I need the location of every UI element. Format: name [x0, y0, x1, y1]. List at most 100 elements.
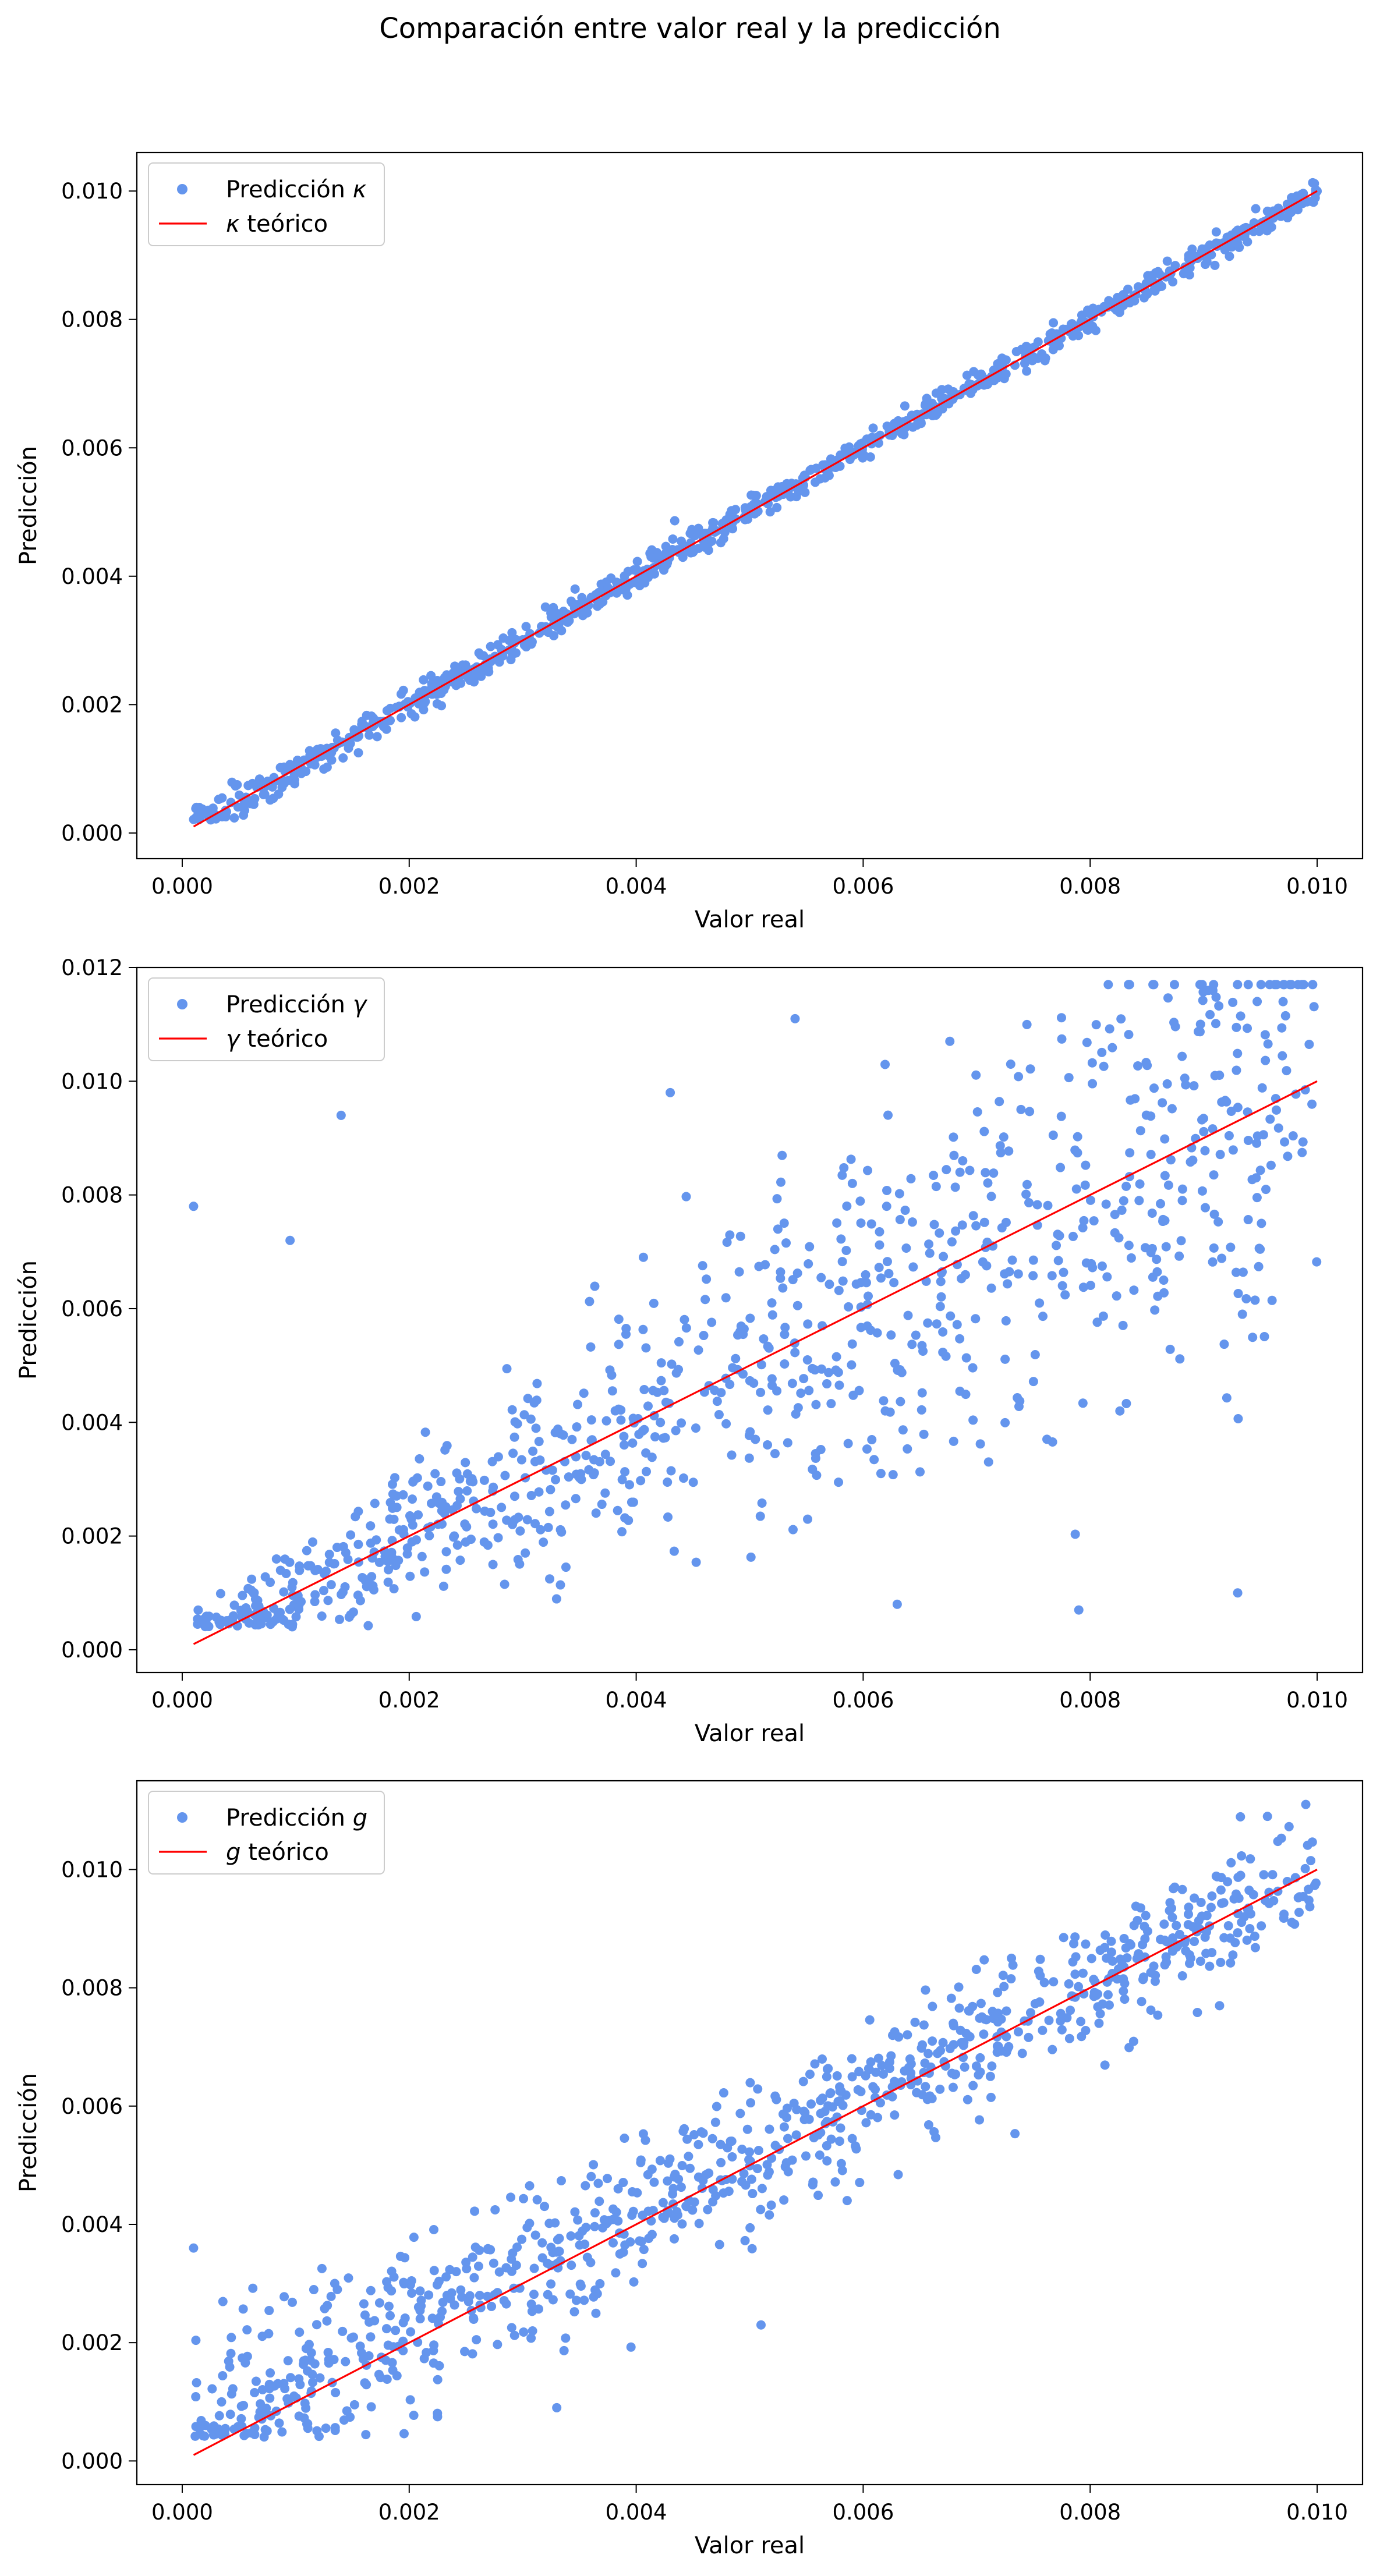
scatter-point: [455, 1555, 465, 1565]
scatter-point: [1028, 1377, 1038, 1387]
scatter-point: [389, 1514, 399, 1524]
scatter-point: [678, 1473, 688, 1483]
scatter-point: [837, 1170, 847, 1180]
scatter-point: [900, 401, 910, 411]
scatter-point: [791, 2130, 801, 2140]
scatter-point: [321, 1566, 331, 1576]
scatter-point: [1280, 1137, 1290, 1147]
scatter-point: [1162, 1079, 1172, 1089]
scatter-point: [649, 1411, 659, 1420]
scatter-point: [324, 1550, 334, 1560]
scatter-point: [233, 2422, 243, 2432]
scatter-point: [1076, 2017, 1086, 2026]
scatter-point: [1025, 1064, 1035, 1074]
scatter-point: [1068, 1957, 1078, 1967]
scatter-point: [948, 2082, 958, 2092]
scatter-point: [1211, 1019, 1220, 1029]
scatter-point: [321, 2423, 331, 2433]
scatter-point: [1233, 1872, 1243, 1882]
scatter-point: [844, 446, 854, 456]
scatter-point: [1146, 2005, 1156, 2015]
scatter-point: [1201, 1948, 1211, 1958]
scatter-point: [756, 1360, 766, 1370]
scatter-point: [250, 2429, 260, 2439]
scatter-point: [392, 1491, 402, 1501]
scatter-point: [755, 1511, 765, 1521]
scatter-point: [423, 1481, 433, 1491]
scatter-point: [445, 2294, 455, 2304]
scatter-point: [975, 2053, 985, 2063]
scatter-point: [677, 2160, 687, 2170]
scatter-point: [1131, 1901, 1141, 1911]
scatter-point: [565, 2289, 575, 2299]
scatter-point: [550, 2218, 560, 2228]
scatter-point: [1121, 1398, 1131, 1408]
legend-label-theoretical-symbol: κ: [226, 211, 240, 238]
scatter-point: [1015, 1396, 1025, 1406]
scatter-point: [923, 2049, 933, 2058]
scatter-point: [472, 1504, 482, 1514]
scatter-point: [483, 2291, 493, 2301]
scatter-point: [663, 2176, 673, 2186]
scatter-point: [510, 1417, 520, 1427]
scatter-point: [935, 2084, 945, 2094]
scatter-point: [822, 2156, 832, 2166]
scatter-point: [1141, 1058, 1151, 1068]
scatter-point: [992, 2041, 1002, 2051]
scatter-point: [1232, 1065, 1241, 1075]
scatter-point: [907, 1217, 917, 1227]
y-tick-label: 0.002: [61, 1524, 123, 1549]
scatter-point: [949, 1436, 958, 1446]
scatter-point: [929, 1171, 939, 1181]
scatter-point: [346, 2333, 356, 2343]
x-tick-label: 0.000: [151, 1688, 213, 1713]
scatter-point: [1205, 1961, 1215, 1971]
scatter-point: [847, 1339, 857, 1349]
x-tick-label: 0.006: [832, 1688, 894, 1713]
scatter-point: [958, 2040, 968, 2050]
scatter-point: [979, 2029, 989, 2039]
scatter-point: [569, 2307, 579, 2317]
scatter-point: [507, 2323, 516, 2333]
scatter-point: [573, 2215, 583, 2225]
scatter-point: [1160, 1134, 1170, 1144]
scatter-point: [861, 1270, 871, 1280]
scatter-point: [691, 1423, 700, 1433]
scatter-point: [586, 2171, 596, 2181]
scatter-point: [981, 1168, 990, 1178]
scatter-point: [1298, 1137, 1308, 1147]
legend-label-theoretical-symbol: γ: [226, 1026, 241, 1053]
scatter-point: [532, 2195, 542, 2205]
scatter-point: [1028, 1255, 1038, 1265]
scatter-point: [842, 2196, 852, 2206]
scatter-point: [214, 2411, 224, 2421]
legend-label-theoretical-symbol: g: [226, 1839, 240, 1866]
scatter-point: [846, 1154, 856, 1164]
scatter-point: [635, 2236, 645, 2246]
scatter-point: [1048, 1437, 1057, 1447]
scatter-point: [381, 724, 391, 734]
scatter-point: [1224, 1131, 1234, 1140]
scatter-point: [834, 1285, 844, 1295]
scatter-point: [712, 1397, 722, 1406]
scatter-point: [1028, 1271, 1038, 1281]
scatter-point: [279, 1587, 289, 1597]
scatter-point: [955, 1386, 965, 1396]
scatter-point: [825, 1280, 834, 1289]
scatter-point: [765, 2210, 774, 2220]
scatter-point: [578, 611, 588, 621]
scatter-point: [513, 1554, 523, 1564]
scatter-point: [427, 2313, 437, 2323]
scatter-point: [883, 1110, 893, 1120]
scatter-point: [586, 1415, 596, 1425]
scatter-point: [1243, 1135, 1253, 1145]
scatter-point: [656, 1376, 666, 1386]
scatter-point: [666, 1466, 676, 1476]
scatter-point: [754, 1262, 764, 1271]
scatter-point: [893, 2170, 903, 2180]
scatter-point: [696, 2127, 706, 2137]
y-tick-label: 0.000: [61, 1638, 123, 1663]
scatter-point: [264, 2305, 274, 2315]
scatter-point: [895, 1214, 905, 1224]
scatter-point: [445, 2265, 455, 2274]
